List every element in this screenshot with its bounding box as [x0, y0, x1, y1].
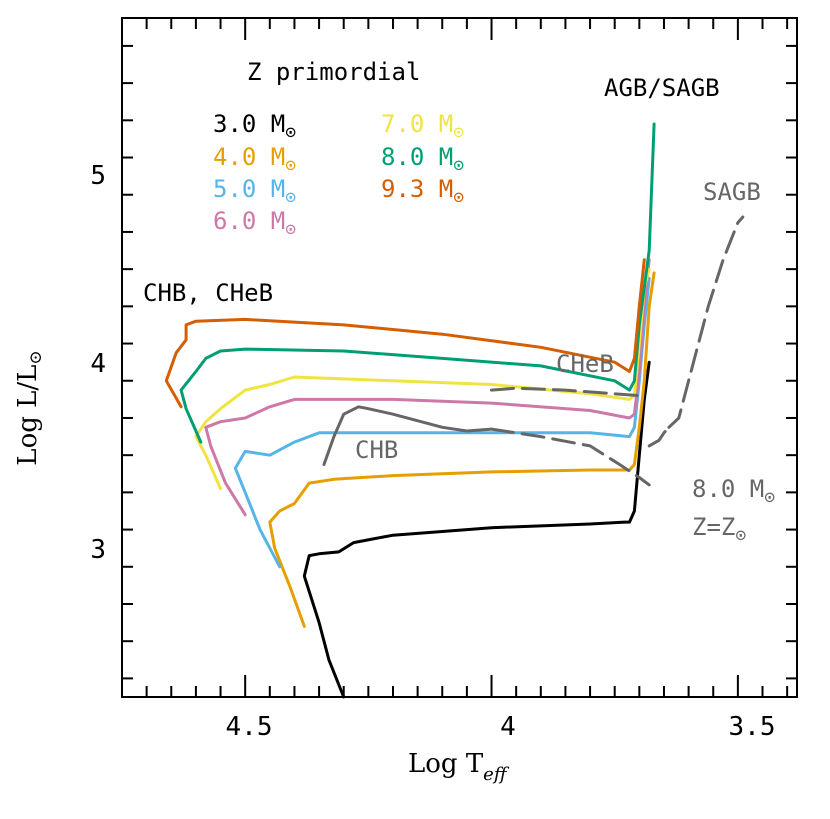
annotation-solar-z: Z=Z⊙ — [692, 513, 746, 546]
legend-label-5-0: 5.0 M — [213, 175, 285, 203]
annotation-solar-z-sun: ⊙ — [735, 525, 746, 546]
legend-label-7-0: 7.0 M — [381, 110, 453, 138]
legend-label-8-0: 8.0 M — [381, 143, 453, 171]
annotation-solar-mass-sun: ⊙ — [764, 487, 775, 508]
legend-entry-8-0: 8.0 M⊙ — [381, 143, 464, 176]
evolution-tracks — [164, 122, 656, 699]
legend-entry-4-0: 4.0 M⊙ — [213, 143, 296, 176]
annotation-solar-mass-text: 8.0 M — [692, 475, 764, 503]
legend-sun-8-0: ⊙ — [453, 155, 464, 176]
legend-label-6-0: 6.0 M — [213, 207, 285, 235]
track-3 — [204, 258, 651, 517]
solar-track-4 — [647, 425, 671, 448]
annotation-sagb: SAGB — [703, 178, 761, 206]
solar-track-1 — [490, 427, 651, 487]
y-axis-label: Log L/L⊙ — [13, 350, 46, 465]
y-tick-label-5: 5 — [90, 161, 106, 191]
track-5 — [179, 122, 656, 444]
track-0 — [302, 360, 651, 699]
annotation-agb-sagb: AGB/SAGB — [604, 74, 720, 102]
legend-entry-3-0: 3.0 M⊙ — [213, 110, 296, 143]
legend-entry-5-0: 5.0 M⊙ — [213, 175, 296, 208]
legend-sun-9-3: ⊙ — [453, 187, 464, 208]
legend-sun-3-0: ⊙ — [285, 122, 296, 143]
x-axis-label-main: Log T — [408, 749, 484, 779]
annotation-cheb: CHeB — [556, 350, 614, 378]
legend-entry-6-0: 6.0 M⊙ — [213, 207, 296, 240]
y-axis-label-sub: ⊙ — [26, 350, 46, 364]
y-tick-label-3: 3 — [90, 535, 106, 565]
annotation-solar-mass: 8.0 M⊙ — [692, 475, 775, 508]
annotation-chb: CHB — [355, 436, 398, 464]
y-tick-label-4: 4 — [90, 349, 106, 379]
legend-label-9-3: 9.3 M — [381, 175, 453, 203]
plot-border — [121, 17, 798, 698]
solar-track — [322, 215, 745, 487]
solar-track-2 — [490, 386, 641, 398]
legend-entry-7-0: 7.0 M⊙ — [381, 110, 464, 143]
annotation-chb-cheb: CHB, CHeB — [143, 279, 273, 307]
legend-entry-9-3: 9.3 M⊙ — [381, 175, 464, 208]
y-axis-label-main: Log L/L — [13, 365, 43, 466]
legend-sun-4-0: ⊙ — [285, 155, 296, 176]
legend: 3.0 M⊙ 4.0 M⊙ 5.0 M⊙ 6.0 M⊙ 7.0 M⊙ 8.0 M… — [213, 110, 464, 240]
annotation-solar-z-text: Z=Z — [692, 513, 735, 541]
legend-title: Z primordial — [247, 58, 420, 86]
track-6 — [164, 258, 646, 409]
legend-sun-7-0: ⊙ — [453, 122, 464, 143]
legend-sun-6-0: ⊙ — [285, 219, 296, 240]
axis-ticks — [122, 18, 797, 697]
track-1 — [268, 271, 656, 628]
solar-track-3 — [667, 215, 745, 429]
x-axis-label-sub: eff — [483, 764, 510, 785]
x-tick-label-4: 4 — [500, 712, 516, 742]
solar-track-0 — [322, 405, 493, 466]
plot-frame — [121, 17, 798, 698]
x-tick-label-3-5: 3.5 — [729, 712, 776, 742]
legend-sun-5-0: ⊙ — [285, 187, 296, 208]
x-axis-label: Log Teff — [408, 749, 510, 785]
legend-label-3-0: 3.0 M — [213, 110, 285, 138]
legend-label-4-0: 4.0 M — [213, 143, 285, 171]
x-tick-label-4-5: 4.5 — [226, 712, 273, 742]
